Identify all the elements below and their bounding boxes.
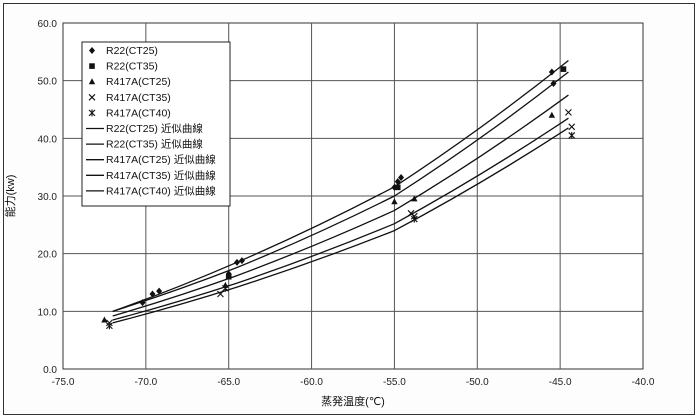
- y-tick-label: 20.0: [38, 250, 58, 261]
- data-point: [391, 198, 398, 205]
- x-tick-label: -75.0: [52, 377, 75, 388]
- x-tick-label: -70.0: [134, 377, 157, 388]
- data-point: [560, 66, 567, 72]
- data-point: [411, 195, 418, 202]
- x-tick-label: -45.0: [549, 377, 572, 388]
- y-tick-label: 50.0: [38, 77, 58, 88]
- data-point: [149, 290, 156, 298]
- data-point: [139, 299, 146, 307]
- y-tick-label: 10.0: [38, 307, 58, 318]
- data-point: [217, 290, 224, 298]
- data-point: [225, 273, 232, 280]
- data-point: [548, 111, 556, 118]
- legend-label: R22(CT25) 近似曲線: [106, 122, 203, 135]
- y-tick-labels: 0.0 10.0 20.0 30.0 40.0 50.0 60.0: [38, 19, 58, 376]
- fit-curve: [112, 117, 569, 321]
- legend-label: R417A(CT25): [106, 76, 171, 88]
- fit-curve: [112, 71, 569, 312]
- legend-box: [81, 41, 231, 207]
- y-tick-label: 30.0: [38, 192, 58, 203]
- data-point: [565, 108, 572, 116]
- legend-marker: [89, 63, 95, 69]
- fit-curve: [112, 59, 569, 312]
- legend: R22(CT25) R22(CT35) R417A(CT25) R417A(CT35)…: [81, 41, 231, 207]
- fit-curves: [112, 59, 569, 324]
- y-tick-label: 0.0: [43, 365, 57, 376]
- data-point: [234, 258, 240, 266]
- legend-marker: [88, 78, 96, 85]
- data-point: [568, 131, 576, 139]
- data-point: [238, 257, 245, 265]
- x-tick-labels: -75.0 -70.0 -65.0 -60.0 -55.0 -50.0 -45.0 -40.0: [52, 377, 655, 388]
- fit-curve: [112, 127, 569, 324]
- data-point: [101, 316, 108, 323]
- legend-label: R417A(CT40) 近似曲線: [106, 184, 216, 197]
- x-tick-label: -40.0: [632, 377, 655, 388]
- x-tick-label: -65.0: [217, 377, 240, 388]
- data-point: [398, 174, 405, 182]
- data-points: [101, 66, 576, 330]
- data-point: [568, 123, 576, 131]
- data-point: [548, 68, 555, 76]
- legend-label: R417A(CT35) 近似曲線: [106, 169, 216, 182]
- legend-marker: [88, 109, 96, 117]
- legend-marker: [88, 93, 96, 101]
- y-axis-title: 能力(kw): [3, 175, 17, 218]
- data-point: [106, 322, 113, 330]
- data-point: [394, 178, 401, 186]
- data-point: [550, 80, 557, 88]
- data-point: [394, 184, 401, 191]
- fit-curve: [112, 94, 569, 317]
- x-axis-title: 蒸発温度(℃): [321, 394, 385, 408]
- legend-label: R22(CT35): [106, 61, 158, 73]
- x-tick-label: -60.0: [300, 377, 323, 388]
- legend-label: R417A(CT25) 近似曲線: [106, 153, 216, 166]
- data-point: [410, 215, 418, 223]
- legend-label: R22(CT25): [106, 45, 158, 57]
- data-point: [222, 284, 229, 292]
- y-tick-label: 60.0: [38, 19, 58, 30]
- legend-label: R417A(CT35): [106, 92, 171, 104]
- y-tick-label: 40.0: [38, 134, 58, 145]
- data-point: [156, 287, 163, 295]
- legend-label: R22(CT35) 近似曲線: [106, 138, 203, 151]
- x-tick-label: -55.0: [383, 377, 406, 388]
- legend-label: R417A(CT40): [106, 107, 171, 119]
- x-tick-label: -50.0: [466, 377, 489, 388]
- legend-marker: [89, 47, 95, 54]
